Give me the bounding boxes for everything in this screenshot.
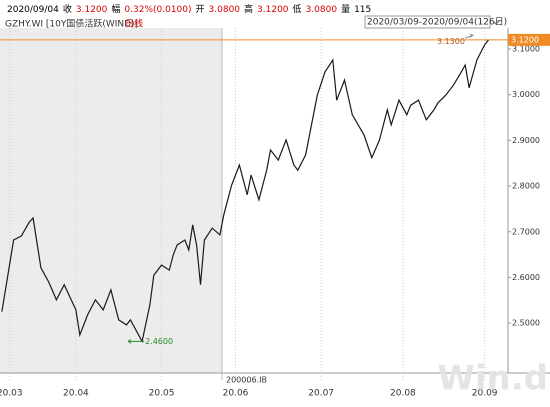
y-tick-label: 2.5000 — [512, 319, 540, 328]
y-tick-label: 2.9000 — [512, 136, 540, 145]
field-value: 3.1200 — [76, 5, 108, 15]
date: 2020/09/04 — [7, 5, 59, 15]
field-value: 115 — [354, 5, 371, 15]
field-label: 高 — [244, 3, 253, 15]
field-label: 低 — [293, 3, 302, 15]
x-tick-label: 20.06 — [223, 389, 249, 399]
x-tick-label: 20.09 — [472, 389, 498, 399]
y-tick-label: 2.6000 — [512, 273, 540, 282]
field-value: 3.0800 — [209, 5, 241, 15]
shaded-region — [0, 28, 222, 373]
x-tick-label: 20.08 — [390, 389, 416, 399]
annotation-arrow — [464, 33, 475, 39]
x-tick-label: 20.05 — [149, 389, 175, 399]
period: 日线 — [125, 18, 143, 30]
y-tick-label: 3.1000 — [512, 45, 540, 54]
x-tick-label: 20.04 — [63, 389, 89, 399]
field-value: 0.32%(0.0100) — [124, 5, 191, 15]
field-value: 3.1200 — [257, 5, 289, 15]
field-label: 开 — [196, 4, 205, 15]
range[interactable]: 2020/03/09-2020/09/04(126日) — [367, 17, 507, 28]
field-label: 收 — [63, 3, 72, 15]
field-value: 3.0800 — [306, 5, 338, 15]
y-tick-label: 3.0000 — [512, 90, 540, 99]
x-tick-label: 20.07 — [308, 389, 334, 399]
x-tick-label: 20.03 — [0, 389, 23, 399]
y-tick-label: 2.7000 — [512, 227, 540, 236]
instrument: GZHY.WI [10Y国债活跃(WIND)] — [5, 18, 138, 30]
range-box[interactable] — [364, 15, 491, 29]
field-label: 幅 — [111, 3, 120, 15]
watermark: Win.d — [437, 359, 548, 399]
price-label: 3.1200 — [511, 35, 539, 44]
price-line-series — [1, 39, 489, 344]
dropdown-arrow[interactable] — [491, 19, 501, 25]
header: 2020/09/04 收 3.1200 幅 0.32%(0.0100) 开 3.0800 高 3… — [7, 3, 371, 15]
contract-label: 200006.IB — [226, 376, 267, 385]
annotation: 3.1300 — [437, 37, 465, 46]
annotation: 2.4600 — [145, 337, 173, 346]
annotation-arrow — [127, 338, 145, 344]
y-tick-label: 2.8000 — [512, 182, 540, 191]
price-box — [508, 33, 550, 46]
field-label: 量 — [341, 4, 350, 15]
